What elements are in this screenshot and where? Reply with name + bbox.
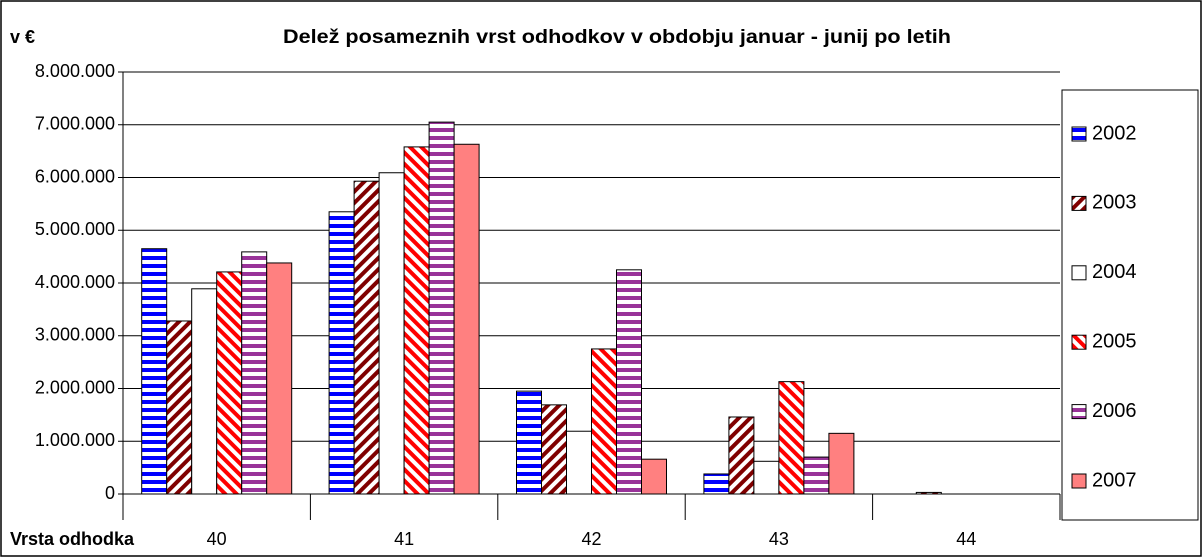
bar (516, 390, 542, 495)
legend-swatch (1071, 195, 1087, 211)
legend-label: 2006 (1092, 400, 1137, 422)
y-tick-label: 5.000.000 (35, 219, 115, 239)
bar (591, 348, 617, 495)
y-tick-label: 7.000.000 (35, 114, 115, 134)
y-tick-label: 8.000.000 (35, 61, 115, 81)
bar (141, 248, 168, 495)
bar (403, 146, 430, 495)
x-tick-label: 41 (394, 529, 414, 549)
x-tick-label: 44 (956, 529, 976, 549)
bar (828, 432, 855, 495)
legend-label: 2004 (1092, 261, 1137, 283)
y-tick-label: 2.000.000 (35, 377, 115, 397)
y-tick-label: 4.000.000 (35, 272, 115, 292)
legend-swatch (1071, 126, 1087, 142)
x-tick-label: 40 (207, 529, 227, 549)
bar (728, 416, 755, 495)
bar (378, 172, 405, 495)
legend-swatch (1071, 334, 1087, 350)
bar (328, 211, 355, 495)
bar (241, 251, 268, 495)
bar (616, 269, 642, 495)
legend-swatch (1071, 404, 1087, 420)
legend-swatch (1071, 265, 1087, 281)
bar (703, 473, 730, 495)
bar (753, 460, 780, 495)
bar (453, 143, 480, 495)
bar (428, 121, 455, 495)
y-tick-label: 3.000.000 (35, 325, 115, 345)
x-tick-label: 43 (769, 529, 789, 549)
bar (803, 456, 830, 495)
legend-swatch (1071, 473, 1087, 489)
bar (541, 404, 567, 495)
legend-label: 2007 (1092, 469, 1137, 491)
bar (191, 288, 218, 495)
bar (778, 381, 805, 495)
bar (266, 262, 293, 495)
bar (353, 180, 380, 495)
y-tick-label: 0 (105, 483, 115, 503)
chart-title: Delež posameznih vrst odhodkov v obdobju… (283, 27, 951, 48)
bar (641, 458, 667, 495)
y-tick-label: 1.000.000 (35, 430, 115, 450)
bar (166, 320, 193, 495)
legend-label: 2002 (1092, 122, 1137, 144)
y-tick-label: 6.000.000 (35, 166, 115, 186)
x-tick-label: 42 (581, 529, 601, 549)
legend-label: 2005 (1092, 330, 1137, 352)
bar (216, 271, 243, 495)
legend-label: 2003 (1092, 192, 1137, 214)
legend-box (1061, 89, 1199, 521)
bar (566, 430, 592, 495)
y-axis-label: v € (10, 27, 35, 47)
x-axis-label: Vrsta odhodka (10, 529, 135, 549)
